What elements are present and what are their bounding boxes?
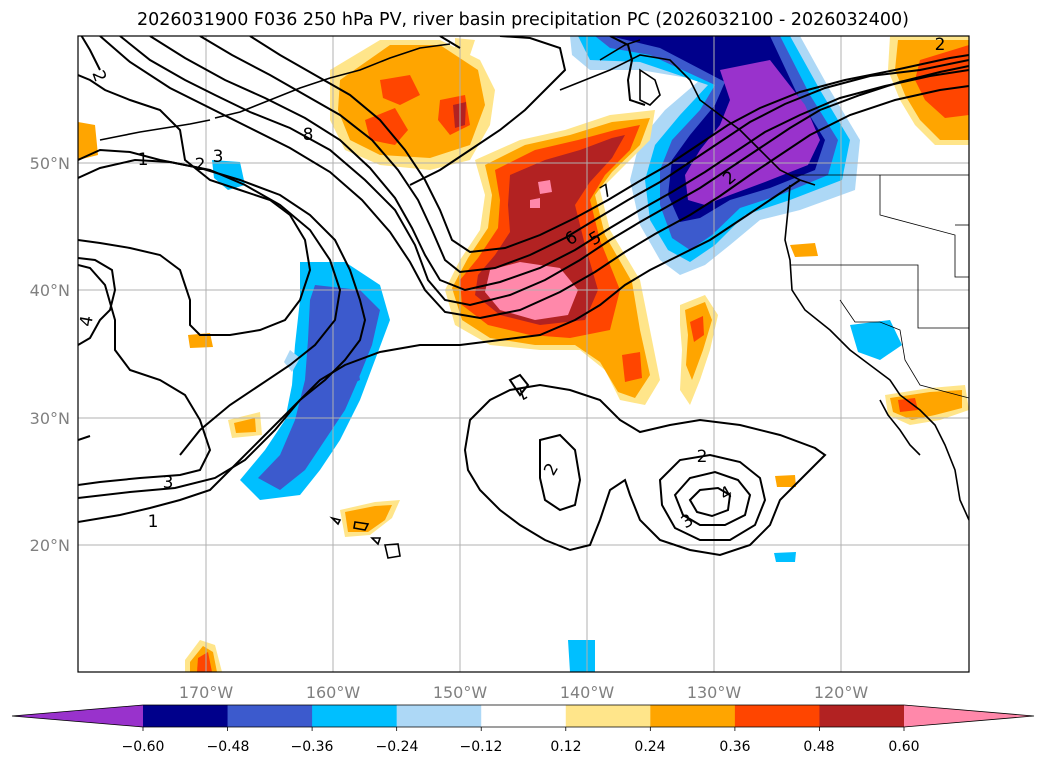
pv-label: 3 bbox=[163, 473, 174, 493]
map-frame bbox=[77, 35, 970, 673]
lat-tick-label: 20°N bbox=[30, 536, 70, 555]
lon-tick-label: 150°W bbox=[433, 683, 488, 702]
longitude-ticks: 170°W 160°W 150°W 140°W 130°W 120°W bbox=[179, 683, 869, 702]
colorbar-tick-label: −0.36 bbox=[291, 739, 334, 755]
colorbar-tick-label: 0.24 bbox=[634, 739, 665, 755]
lon-tick-label: 140°W bbox=[560, 683, 615, 702]
colorbar-bin bbox=[734, 705, 820, 727]
colorbar-bin bbox=[143, 705, 229, 727]
lon-tick-label: 130°W bbox=[687, 683, 742, 702]
lon-tick-label: 170°W bbox=[179, 683, 234, 702]
colorbar-tick-label: −0.24 bbox=[376, 739, 419, 755]
latitude-ticks: 50°N 40°N 30°N 20°N bbox=[30, 154, 70, 555]
pv-label: 4 bbox=[76, 314, 98, 328]
colorbar-bin bbox=[396, 705, 482, 727]
colorbar-bin bbox=[565, 705, 651, 727]
pv-label: 1 bbox=[138, 150, 149, 170]
pv-contours bbox=[78, 36, 969, 557]
colorbar-tick-label: 0.36 bbox=[719, 739, 750, 755]
colorbar bbox=[11, 704, 1035, 731]
pv-label: 3 bbox=[213, 147, 224, 167]
colorbar-tick-label: 0.12 bbox=[550, 739, 581, 755]
lon-tick-label: 120°W bbox=[814, 683, 869, 702]
colorbar-bin bbox=[481, 705, 567, 727]
pv-label: 1 bbox=[148, 512, 159, 532]
map-area: 2 1 2 3 8 4 3 1 7 6 5 2 1 2 2 4 3 2 bbox=[76, 35, 969, 672]
coastlines bbox=[99, 39, 969, 559]
colorbar-tick-label: −0.12 bbox=[460, 739, 503, 755]
colorbar-bin bbox=[227, 705, 313, 727]
lat-tick-label: 50°N bbox=[30, 154, 70, 173]
colorbar-tick-label: −0.48 bbox=[207, 739, 250, 755]
colorbar-ticks: −0.60 −0.48 −0.36 −0.24 −0.12 0.12 0.24 … bbox=[122, 739, 920, 755]
pv-label: 2 bbox=[935, 35, 946, 55]
colorbar-bin bbox=[650, 705, 736, 727]
pv-label: 8 bbox=[303, 125, 314, 145]
colorbar-tick-label: 0.48 bbox=[803, 739, 834, 755]
colorbar-bin bbox=[312, 705, 398, 727]
colorbar-tick-label: −0.60 bbox=[122, 739, 165, 755]
lat-tick-label: 30°N bbox=[30, 409, 70, 428]
pv-label: 2 bbox=[697, 447, 708, 467]
colorbar-bin bbox=[819, 705, 905, 727]
pv-label: 2 bbox=[195, 155, 206, 175]
lon-tick-label: 160°W bbox=[306, 683, 361, 702]
colorbar-tick-label: 0.60 bbox=[888, 739, 919, 755]
figure-title: 2026031900 F036 250 hPa PV, river basin … bbox=[137, 10, 909, 30]
lat-tick-label: 40°N bbox=[30, 281, 70, 300]
colorbar-extend-min bbox=[12, 705, 143, 727]
colorbar-extend-max bbox=[904, 705, 1034, 727]
